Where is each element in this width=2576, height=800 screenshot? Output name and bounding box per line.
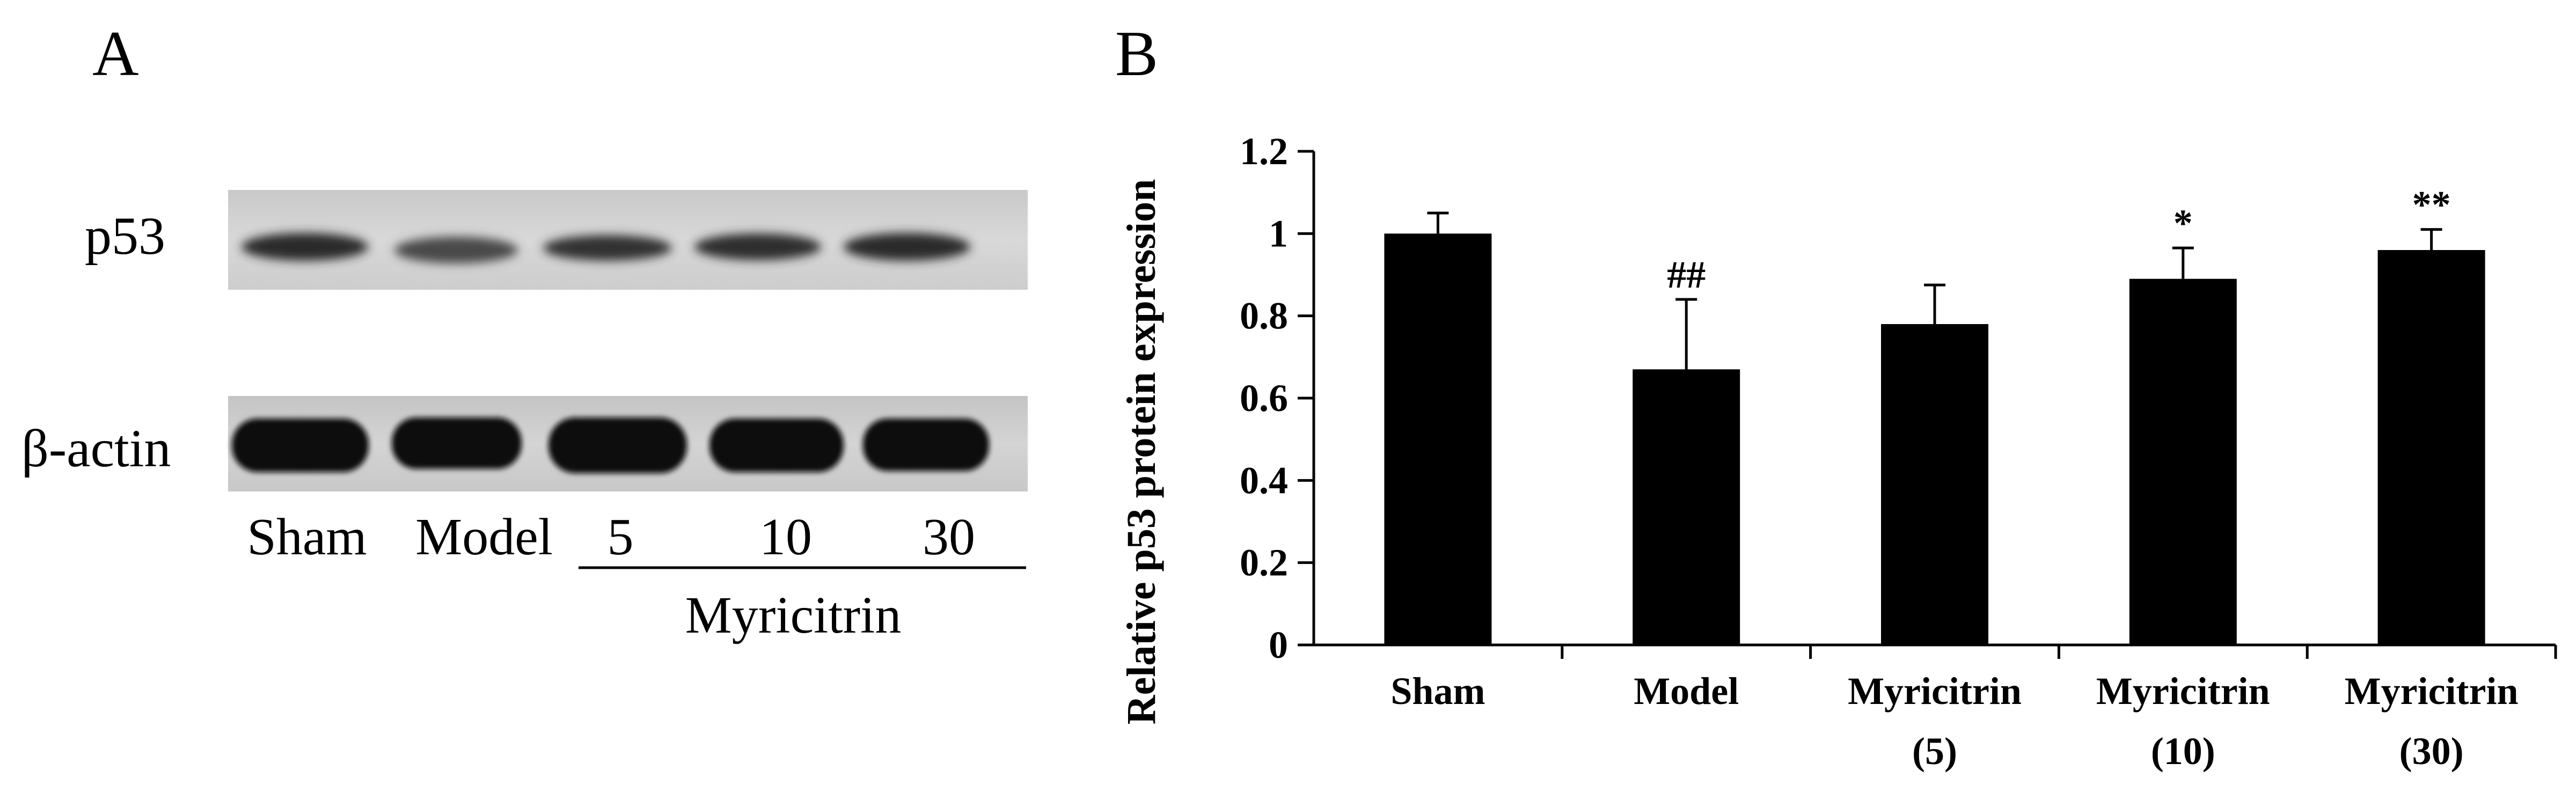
- y-tick-label: 0.6: [1240, 377, 1288, 420]
- group-label-myricitrin: Myricitrin: [685, 586, 902, 644]
- actin-band-10: [709, 419, 844, 472]
- panel-a-letter: A: [92, 18, 139, 89]
- y-tick-label: 0.2: [1240, 541, 1288, 584]
- panel-b-letter: B: [1115, 18, 1159, 89]
- x-category-label: (30): [2399, 730, 2464, 773]
- x-category-label: Sham: [1391, 670, 1485, 713]
- p53-band-model: [394, 237, 518, 263]
- bar: [2377, 250, 2485, 645]
- y-tick-label: 1.2: [1240, 130, 1288, 173]
- significance-marker: *: [2174, 202, 2193, 245]
- x-category-label: Myricitrin: [2096, 670, 2270, 713]
- y-tick-label: 0.8: [1240, 295, 1288, 337]
- lane-label-model: Model: [415, 508, 553, 566]
- x-category-label: Myricitrin: [1848, 670, 2022, 713]
- y-axis-label: Relative p53 protein expression: [1119, 179, 1164, 725]
- lane-label-30: 30: [923, 508, 975, 566]
- p53-bands: [241, 233, 970, 263]
- actin-band-5: [548, 417, 687, 473]
- bar: [1881, 324, 1988, 645]
- bar: [1384, 233, 1492, 645]
- x-category-label: (5): [1912, 730, 1957, 773]
- significance-marker: ##: [1667, 253, 1706, 296]
- x-category-label: Myricitrin: [2345, 670, 2519, 713]
- x-category-label: Model: [1634, 670, 1739, 713]
- actin-band-30: [863, 419, 989, 471]
- lane-label-sham: Sham: [247, 508, 367, 566]
- y-tick-label: 0.4: [1240, 459, 1288, 502]
- lane-label-5: 5: [607, 508, 634, 566]
- chart-text: 0 0.2 0.4 0.6 0.8 1 1.2 Sham ## Model Myricitrin (5…: [1119, 130, 2519, 773]
- bar: [2129, 278, 2237, 645]
- blot-label-p53: p53: [85, 206, 165, 266]
- lane-label-10: 10: [759, 508, 812, 566]
- significance-marker: **: [2412, 184, 2451, 226]
- x-category-label: (10): [2151, 730, 2215, 773]
- blot-label-actin: β-actin: [21, 419, 171, 478]
- actin-band-model: [392, 417, 522, 469]
- bar: [1633, 369, 1740, 645]
- p53-band-30: [844, 233, 970, 261]
- chart-bars: [1384, 211, 2485, 645]
- y-tick-label: 0: [1269, 623, 1288, 666]
- actin-band-sham: [232, 419, 369, 472]
- p53-band-sham: [241, 233, 368, 261]
- actin-bands: [232, 417, 989, 473]
- p53-band-5: [543, 235, 672, 261]
- p53-band-10: [694, 233, 821, 260]
- y-tick-label: 1: [1269, 212, 1288, 255]
